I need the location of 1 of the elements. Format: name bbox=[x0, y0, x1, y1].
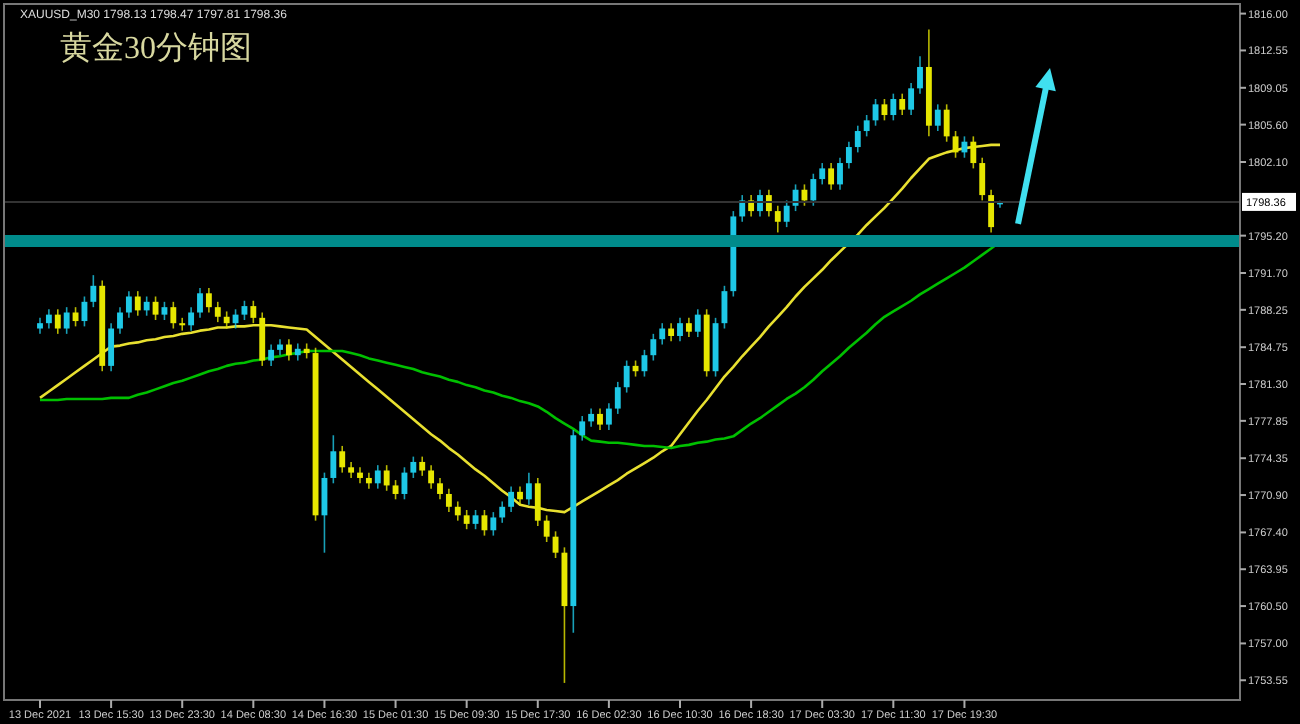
text: 黄金30分钟图 bbox=[60, 30, 252, 66]
